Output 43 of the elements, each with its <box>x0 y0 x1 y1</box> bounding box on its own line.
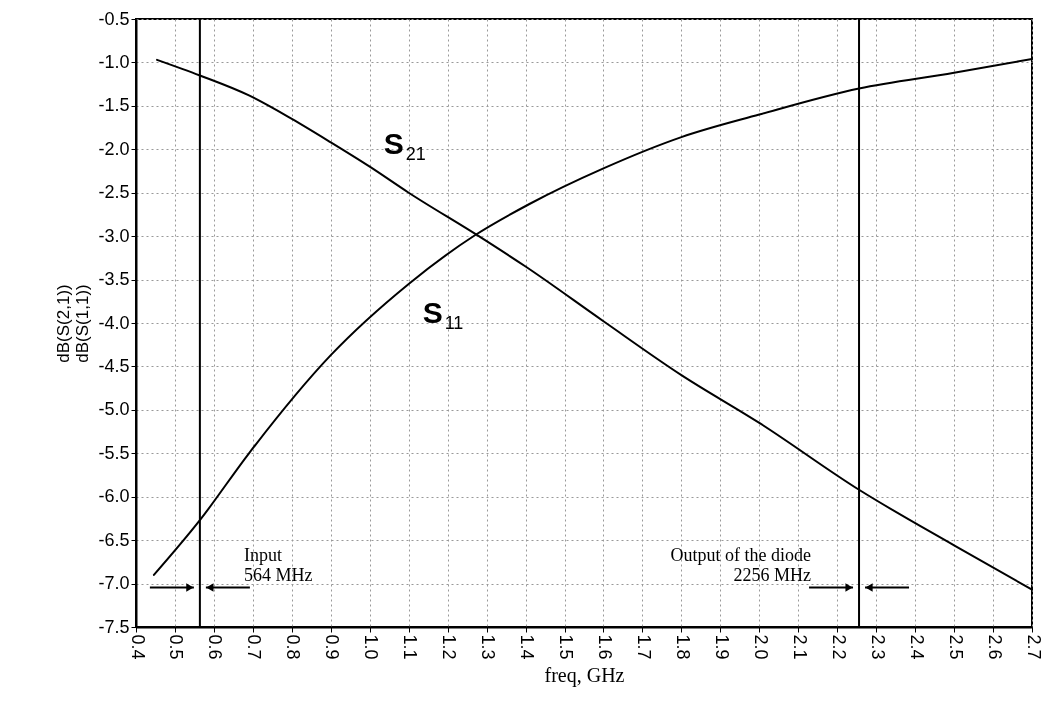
x-tick-label: 0.7 <box>244 634 265 660</box>
x-tick-label: 1.5 <box>556 634 577 660</box>
x-tick-label: 0.5 <box>166 634 187 660</box>
x-tick-label: 0.8 <box>283 634 304 660</box>
x-tick-label: 0.9 <box>322 634 343 660</box>
y-tick-label: -0.5 <box>98 8 130 29</box>
x-tick-label: 1.9 <box>711 634 732 660</box>
y-tick-label: -6.0 <box>98 486 130 507</box>
x-tick-label: 1.6 <box>594 634 615 660</box>
x-tick-label: 2.4 <box>906 634 927 660</box>
y-tick-label: -3.0 <box>98 225 130 246</box>
y-tick-label: -5.0 <box>98 399 130 420</box>
y-tick-label: -1.5 <box>98 95 130 116</box>
x-tick-label: 2.2 <box>828 634 849 660</box>
x-tick-label: 0.6 <box>205 634 226 660</box>
y-tick-label: -2.5 <box>98 182 130 203</box>
y-tick-label: -4.5 <box>98 355 130 376</box>
x-tick-label: 0.4 <box>127 634 148 660</box>
ref-line-label: Output of the diode 2256 MHz <box>670 545 812 585</box>
y-tick-label: -1.0 <box>98 51 130 72</box>
x-tick-label: 2.3 <box>867 634 888 660</box>
x-tick-label: 1.2 <box>439 634 460 660</box>
x-tick-label: 1.8 <box>672 634 693 660</box>
x-tick-label: 2.0 <box>750 634 771 660</box>
ref-line-label: Input 564 MHz <box>243 545 313 585</box>
x-tick-label: 1.7 <box>633 634 654 660</box>
x-tick-label: 2.1 <box>789 634 810 660</box>
x-tick-label: 2.6 <box>984 634 1005 660</box>
y-tick-label: -6.5 <box>98 529 130 550</box>
y-tick-label: -7.0 <box>98 573 130 594</box>
y-tick-label: -7.5 <box>98 616 130 637</box>
x-tick-label: 2.7 <box>1023 634 1044 660</box>
x-tick-label: 1.0 <box>361 634 382 660</box>
y-axis-title: dB(S(2,1)) dB(S(1,1)) <box>54 284 93 363</box>
x-tick-label: 1.4 <box>517 634 538 660</box>
x-tick-label: 2.5 <box>945 634 966 660</box>
y-tick-label: -3.5 <box>98 269 130 290</box>
y-tick-label: -2.0 <box>98 138 130 159</box>
x-tick-label: 1.3 <box>478 634 499 660</box>
y-tick-label: -4.0 <box>98 312 130 333</box>
x-axis-title: freq, GHz <box>544 663 625 687</box>
x-tick-label: 1.1 <box>400 634 421 660</box>
y-tick-label: -5.5 <box>98 442 130 463</box>
